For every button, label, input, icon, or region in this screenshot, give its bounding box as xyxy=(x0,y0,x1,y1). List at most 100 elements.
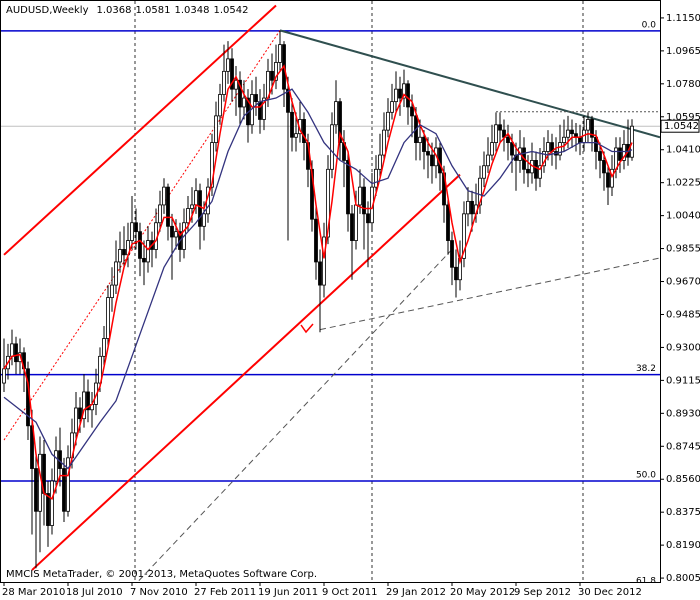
ohlc-close: 1.0542 xyxy=(214,5,249,16)
candle-body xyxy=(322,236,326,286)
candle-body xyxy=(378,154,382,170)
candle-body xyxy=(330,124,334,170)
x-tick-label: 9 Oct 2011 xyxy=(322,587,377,598)
candle-body xyxy=(170,225,174,238)
candle-body xyxy=(482,165,486,179)
y-tick-label: 0.9115 xyxy=(666,375,700,386)
candle-body xyxy=(10,343,14,357)
candle-body xyxy=(234,79,238,90)
candle-body xyxy=(106,297,110,339)
candle-body xyxy=(214,115,218,143)
candle-body xyxy=(394,88,398,103)
x-tick-label: 7 Nov 2010 xyxy=(130,587,188,598)
chart-header: AUDUSD,Weekly 1.0368 1.0581 1.0348 1.0542 xyxy=(6,5,249,16)
y-tick-label: 0.8560 xyxy=(666,474,700,485)
candle-body xyxy=(450,240,454,268)
candle-body xyxy=(78,407,82,420)
candle-body xyxy=(622,143,626,161)
candle-body xyxy=(210,142,214,188)
candle-body xyxy=(194,190,198,206)
candle-body xyxy=(122,249,126,256)
y-tick-label: 1.0040 xyxy=(666,211,700,222)
candle-body xyxy=(426,151,430,156)
candle-body xyxy=(198,190,202,227)
trendline xyxy=(3,4,277,256)
candle-body xyxy=(402,83,406,99)
candle-body xyxy=(82,391,86,420)
candle-body xyxy=(50,480,54,526)
candle-body xyxy=(230,58,234,90)
y-tick-label: 1.0595 xyxy=(666,112,700,123)
candle-body xyxy=(470,200,474,215)
candle-body xyxy=(102,338,106,357)
candle-body xyxy=(510,142,514,156)
candle-body xyxy=(630,125,634,158)
candle-body xyxy=(138,231,142,259)
y-tick-label: 1.0780 xyxy=(666,79,700,90)
candle-body xyxy=(430,154,434,167)
candle-body xyxy=(606,172,610,188)
candle-body xyxy=(334,101,338,126)
candle-body xyxy=(446,204,450,241)
candle-body xyxy=(2,368,6,384)
candle-body xyxy=(418,136,422,143)
candle-body xyxy=(226,58,230,72)
candle-body xyxy=(490,142,494,156)
chart-title: AUDUSD,Weekly xyxy=(6,5,89,16)
candle-body xyxy=(146,240,150,263)
candle-body xyxy=(494,124,498,143)
x-tick-label: 29 Jan 2012 xyxy=(386,587,446,598)
y-tick-label: 0.8745 xyxy=(666,441,700,452)
candle-body xyxy=(534,160,538,179)
trendline xyxy=(31,173,461,571)
candle-body xyxy=(410,106,414,117)
candle-body xyxy=(374,168,378,188)
check-mark xyxy=(300,323,314,334)
candle-body xyxy=(466,200,470,215)
y-tick-label: 1.0410 xyxy=(666,145,700,156)
y-tick-label: 0.9670 xyxy=(666,277,700,288)
candle-body xyxy=(362,186,366,215)
fib-level-label: 0.0 xyxy=(642,20,657,30)
candle-body xyxy=(202,213,206,227)
x-tick-label: 19 Jun 2011 xyxy=(258,587,318,598)
candle-body xyxy=(314,218,318,263)
candle-body xyxy=(326,168,330,238)
candle-body xyxy=(478,177,482,206)
candle-body xyxy=(130,222,134,241)
candle-body xyxy=(30,425,34,469)
candle-body xyxy=(134,222,138,233)
candle-body xyxy=(382,129,386,156)
x-tick-label: 27 Feb 2011 xyxy=(194,587,256,598)
ohlc-high: 1.0581 xyxy=(136,5,171,16)
y-tick-label: 0.8190 xyxy=(666,540,700,551)
candle-body xyxy=(406,83,410,108)
y-tick-label: 0.9485 xyxy=(666,309,700,320)
candle-body xyxy=(142,257,146,263)
y-tick-label: 0.8375 xyxy=(666,507,700,518)
candle-body xyxy=(222,70,226,95)
candle-body xyxy=(486,154,490,167)
candle-body xyxy=(54,450,58,482)
candle-body xyxy=(278,44,282,63)
candle-body xyxy=(366,213,370,224)
candle-body xyxy=(186,208,190,224)
candle-body xyxy=(598,151,602,161)
plot-area: 0.0 38.2 50.0 61.8 xyxy=(1,1,660,582)
candle-body xyxy=(86,391,90,411)
candle-body xyxy=(566,129,570,138)
y-tick-label: 1.0965 xyxy=(666,46,700,57)
candle-body xyxy=(162,186,166,206)
candle-body xyxy=(358,186,362,206)
copyright-note: MMCIS MetaTrader, © 2001-2013, MetaQuote… xyxy=(6,569,317,580)
trendline xyxy=(136,249,453,582)
candle-body xyxy=(318,261,322,286)
candle-body xyxy=(462,213,466,259)
candle-body xyxy=(454,266,458,281)
candle-body xyxy=(354,204,358,241)
trendline xyxy=(279,29,660,139)
candle-body xyxy=(386,111,390,131)
candle-body xyxy=(578,136,582,143)
candle-body xyxy=(262,97,266,120)
